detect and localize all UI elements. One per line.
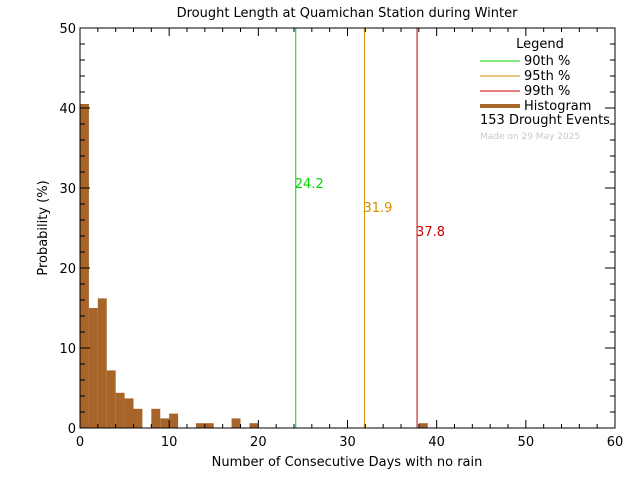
x-tick-label: 60 — [607, 435, 624, 450]
percentile-value-label: 31.9 — [363, 201, 392, 216]
percentile-lines: 24.2 31.9 37.8 — [295, 28, 445, 428]
percentile-value-label: 37.8 — [416, 225, 445, 240]
chart-title: Drought Length at Quamichan Station duri… — [177, 6, 519, 21]
legend-label-99th: 99th % — [524, 84, 570, 99]
histogram-bar — [88, 308, 98, 428]
percentile-value-label: 24.2 — [295, 177, 324, 192]
histogram-bar — [169, 413, 179, 428]
x-tick-label: 40 — [428, 435, 445, 450]
legend-event-count: 153 Drought Events — [480, 113, 610, 128]
histogram-bar — [97, 298, 107, 428]
histogram-bar — [249, 423, 259, 428]
axis-ticks: 0 10 20 30 40 50 60 0 10 20 30 40 50 — [59, 22, 623, 450]
x-tick-label: 20 — [250, 435, 267, 450]
legend-title: Legend — [516, 37, 564, 52]
legend-label-histogram: Histogram — [524, 99, 591, 114]
histogram-bar — [204, 423, 214, 428]
histogram-bar — [133, 408, 143, 428]
y-tick-label: 50 — [59, 22, 76, 37]
histogram-bar — [418, 423, 428, 428]
legend-label-90th: 90th % — [524, 54, 570, 69]
histogram-bar — [80, 104, 89, 428]
y-tick-label: 30 — [59, 182, 76, 197]
legend-label-95th: 95th % — [524, 69, 570, 84]
y-tick-label: 20 — [59, 262, 76, 277]
histogram-bar — [124, 398, 134, 428]
x-tick-label: 10 — [161, 435, 178, 450]
legend-swatch-histogram — [480, 104, 520, 108]
y-tick-label: 0 — [68, 422, 76, 437]
histogram-bar — [106, 370, 116, 428]
histogram-bar — [195, 423, 205, 428]
x-tick-label: 50 — [518, 435, 535, 450]
x-tick-label: 0 — [76, 435, 84, 450]
legend: Legend 90th % 95th % 99th % Histogram 15… — [480, 37, 610, 142]
histogram-bar — [115, 392, 125, 428]
made-on-watermark: Made on 29 May 2025 — [480, 132, 580, 142]
histogram-bar — [231, 418, 241, 428]
x-axis-label: Number of Consecutive Days with no rain — [212, 455, 483, 470]
y-tick-label: 10 — [59, 342, 76, 357]
x-tick-label: 30 — [339, 435, 356, 450]
histogram-bar — [151, 408, 161, 428]
histogram-bar — [160, 418, 170, 428]
histogram-bars — [80, 104, 428, 428]
y-axis-label: Probability (%) — [36, 180, 51, 275]
y-tick-label: 40 — [59, 102, 76, 117]
